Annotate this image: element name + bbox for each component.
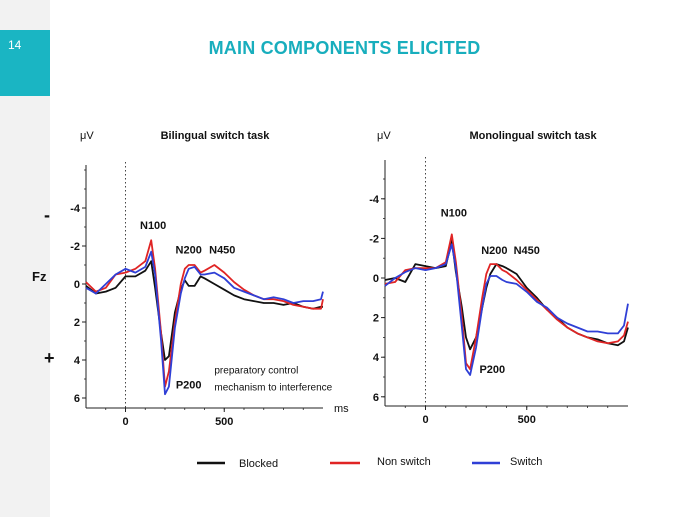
bilingual-chart: Bilingual switch task μV ms -4 -2 0 2 4 6 0 500 N10… bbox=[70, 130, 349, 428]
x-tick-label: 0 bbox=[122, 416, 128, 428]
series-line-blocked bbox=[85, 260, 323, 361]
slide-title: MAIN COMPONENTS ELICITED bbox=[208, 38, 481, 58]
component-annotation: N450 bbox=[514, 245, 540, 257]
series-line-switch bbox=[85, 250, 324, 396]
page-number: 14 bbox=[8, 38, 22, 52]
component-annotation: P200 bbox=[479, 364, 505, 376]
polarity-plus-label: + bbox=[44, 348, 55, 368]
y-tick-label: 0 bbox=[373, 273, 379, 285]
component-annotation: N100 bbox=[441, 208, 467, 220]
component-annotation: N450 bbox=[209, 245, 235, 257]
y-tick-label: 0 bbox=[74, 279, 80, 291]
electrode-label: Fz bbox=[32, 269, 47, 284]
monolingual-chart: Monolingual switch task μV -4 -2 0 2 4 6 0 500 N10… bbox=[369, 130, 629, 426]
component-annotation: N100 bbox=[140, 220, 166, 232]
component-annotation: preparatory control bbox=[214, 365, 298, 376]
page-number-tab bbox=[0, 30, 50, 96]
component-annotation: mechanism to interference bbox=[214, 382, 332, 393]
component-annotation: N200 bbox=[176, 245, 202, 257]
y-tick-label: -2 bbox=[70, 241, 80, 253]
y-tick-label: -4 bbox=[369, 194, 380, 206]
series-line-switch bbox=[384, 243, 629, 376]
component-annotation: P200 bbox=[176, 380, 202, 392]
y-tick-label: 6 bbox=[373, 392, 379, 404]
y-tick-label: 2 bbox=[74, 317, 80, 329]
legend-blocked-label: Blocked bbox=[239, 458, 278, 470]
x-tick-label: 500 bbox=[518, 414, 536, 426]
legend-non-switch-label: Non switch bbox=[377, 456, 431, 468]
y-axis-label: μV bbox=[377, 130, 391, 142]
x-tick-label: 0 bbox=[422, 414, 428, 426]
y-tick-label: 6 bbox=[74, 393, 80, 405]
chart-title: Monolingual switch task bbox=[469, 130, 597, 142]
y-tick-label: -4 bbox=[70, 203, 81, 215]
y-tick-label: -2 bbox=[369, 233, 379, 245]
y-tick-label: 4 bbox=[74, 355, 81, 367]
polarity-minus-label: - bbox=[44, 205, 50, 225]
y-axis-label: μV bbox=[80, 130, 94, 142]
legend: Blocked Non switch Switch bbox=[197, 456, 542, 470]
component-annotation: N200 bbox=[481, 245, 507, 257]
chart-title: Bilingual switch task bbox=[161, 130, 271, 142]
legend-switch-label: Switch bbox=[510, 456, 542, 468]
x-axis-label: ms bbox=[334, 403, 349, 415]
x-tick-label: 500 bbox=[215, 416, 233, 428]
y-tick-label: 4 bbox=[373, 352, 380, 364]
series-line-non-switch bbox=[85, 239, 324, 388]
y-tick-label: 2 bbox=[373, 313, 379, 325]
